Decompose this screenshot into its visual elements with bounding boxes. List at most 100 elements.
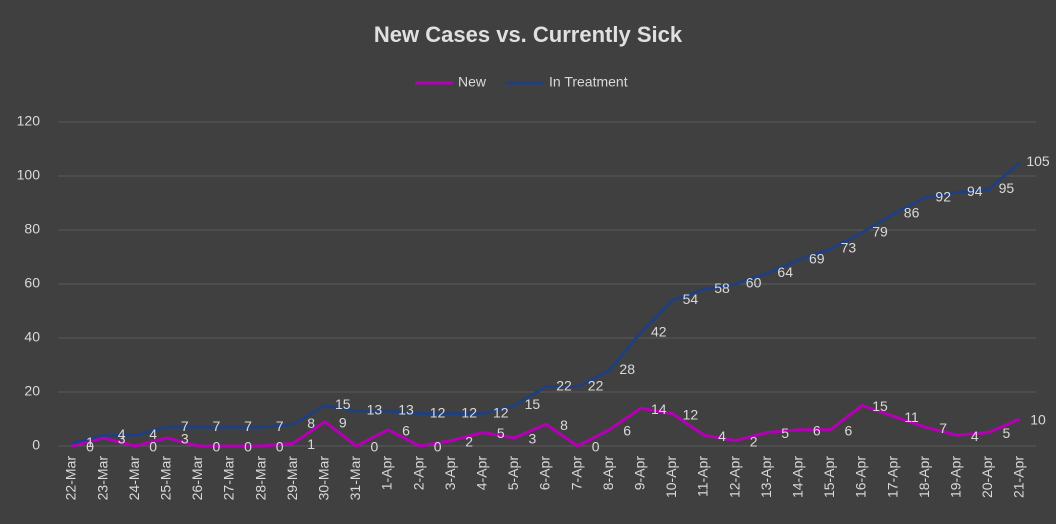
y-tick-label: 40 (24, 329, 40, 345)
data-label: 2 (750, 433, 758, 449)
x-tick-label: 6-Apr (537, 456, 553, 491)
data-label: 10 (1030, 412, 1046, 428)
legend-label: New (458, 74, 487, 90)
data-label: 0 (213, 439, 221, 455)
x-tick-label: 1-Apr (379, 456, 395, 491)
data-label: 92 (935, 188, 951, 204)
y-tick-label: 80 (24, 221, 40, 237)
y-tick-label: 0 (32, 437, 40, 453)
data-label: 15 (335, 396, 351, 412)
data-label: 4 (971, 428, 979, 444)
data-label: 11 (904, 409, 919, 425)
data-label: 6 (845, 423, 853, 439)
data-label: 94 (967, 183, 983, 199)
data-label: 3 (181, 431, 189, 447)
x-tick-label: 8-Apr (600, 456, 616, 491)
data-label: 15 (525, 396, 541, 412)
x-tick-label: 26-Mar (189, 456, 205, 501)
x-tick-label: 19-Apr (948, 456, 964, 498)
data-label: 12 (430, 404, 446, 420)
x-tick-label: 7-Apr (568, 456, 584, 491)
x-tick-label: 29-Mar (284, 456, 300, 501)
data-label: 5 (781, 425, 789, 441)
data-label: 1 (86, 434, 94, 450)
data-label: 22 (588, 377, 604, 393)
series-line (71, 161, 1021, 445)
data-label: 105 (1026, 153, 1050, 169)
data-label: 7 (213, 418, 221, 434)
x-tick-label: 17-Apr (884, 456, 900, 498)
x-tick-label: 4-Apr (474, 456, 490, 491)
data-label: 3 (118, 431, 126, 447)
data-label: 73 (841, 240, 857, 256)
data-label: 0 (276, 439, 284, 455)
x-tick-label: 16-Apr (853, 456, 869, 498)
data-label: 7 (939, 420, 947, 436)
data-label: 13 (367, 402, 383, 418)
data-label: 12 (683, 406, 699, 422)
chart-title: New Cases vs. Currently Sick (374, 22, 683, 47)
x-tick-label: 2-Apr (410, 456, 426, 491)
data-label: 6 (402, 423, 410, 439)
data-label: 7 (276, 418, 284, 434)
y-tick-label: 60 (24, 275, 40, 291)
data-label: 86 (904, 205, 920, 221)
data-label: 4 (149, 426, 157, 442)
y-tick-label: 100 (17, 167, 41, 183)
data-label: 7 (181, 418, 189, 434)
data-label: 54 (683, 291, 699, 307)
x-tick-label: 18-Apr (916, 456, 932, 498)
data-label: 28 (619, 361, 635, 377)
data-label: 2 (465, 433, 473, 449)
x-tick-label: 22-Mar (63, 456, 79, 501)
data-label: 12 (461, 404, 477, 420)
x-tick-label: 10-Apr (663, 456, 679, 498)
legend-label: In Treatment (549, 74, 628, 90)
data-label: 5 (497, 425, 505, 441)
data-label: 42 (651, 323, 667, 339)
data-label: 14 (651, 401, 667, 417)
x-tick-label: 9-Apr (632, 456, 648, 491)
data-label: 6 (813, 423, 821, 439)
x-tick-label: 23-Mar (94, 456, 110, 501)
data-label: 9 (339, 414, 347, 430)
data-label: 64 (777, 264, 793, 280)
data-label: 1 (307, 436, 315, 452)
data-label: 3 (529, 431, 537, 447)
x-tick-label: 28-Mar (252, 456, 268, 501)
data-label: 0 (244, 439, 252, 455)
data-label: 0 (149, 439, 157, 455)
x-tick-label: 12-Apr (726, 456, 742, 498)
data-label: 0 (592, 439, 600, 455)
data-label: 60 (746, 275, 762, 291)
data-label: 0 (86, 439, 94, 455)
data-label: 79 (872, 223, 888, 239)
x-tick-label: 24-Mar (126, 456, 142, 501)
data-label: 22 (556, 377, 572, 393)
x-tick-label: 15-Apr (821, 456, 837, 498)
x-tick-label: 13-Apr (758, 456, 774, 498)
data-label: 6 (623, 423, 631, 439)
x-tick-label: 20-Apr (979, 456, 995, 498)
data-label: 0 (434, 439, 442, 455)
y-tick-label: 20 (24, 383, 40, 399)
data-label: 8 (307, 415, 315, 431)
data-label: 12 (493, 404, 509, 420)
x-tick-label: 14-Apr (790, 456, 806, 498)
series-line (71, 404, 1021, 448)
data-label: 8 (560, 417, 568, 433)
data-label: 15 (872, 398, 888, 414)
x-tick-label: 3-Apr (442, 456, 458, 491)
data-label: 58 (714, 280, 730, 296)
x-tick-label: 25-Mar (158, 456, 174, 501)
data-label: 4 (718, 428, 726, 444)
x-tick-label: 27-Mar (221, 456, 237, 501)
data-label: 4 (118, 426, 126, 442)
x-tick-label: 31-Mar (347, 456, 363, 501)
x-tick-label: 30-Mar (316, 456, 332, 501)
data-label: 69 (809, 250, 825, 266)
data-label: 5 (1003, 425, 1011, 441)
data-label: 13 (398, 402, 414, 418)
